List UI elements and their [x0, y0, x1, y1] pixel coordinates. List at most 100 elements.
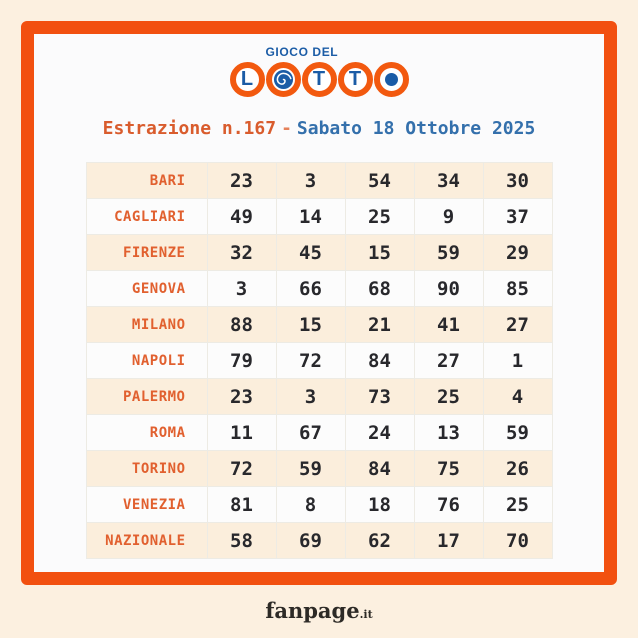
drawn-number-5: 29 — [482, 234, 553, 271]
spiral-icon — [273, 69, 293, 90]
fanpage-wordmark: fanpage — [265, 598, 360, 623]
drawn-number-4: 75 — [413, 450, 484, 487]
table-row: BARI 23 3 54 34 30 — [85, 162, 553, 199]
logo-circles: L T T — [229, 62, 409, 97]
drawn-number-2: 69 — [275, 522, 346, 559]
logo-circle-dot — [373, 62, 409, 97]
drawn-number-1: 11 — [206, 414, 277, 451]
drawn-number-1: 88 — [206, 306, 277, 343]
drawn-number-3: 62 — [344, 522, 415, 559]
drawn-number-3: 15 — [344, 234, 415, 271]
drawn-number-5: 37 — [482, 198, 553, 235]
table-row: MILANO 88 15 21 41 27 — [85, 306, 553, 343]
drawn-number-5: 4 — [482, 378, 553, 415]
drawn-number-5: 1 — [482, 342, 553, 379]
table-row: ROMA 11 67 24 13 59 — [85, 414, 553, 451]
logo-circle-t1: T — [301, 62, 337, 97]
drawn-number-1: 23 — [206, 378, 277, 415]
drawn-number-2: 66 — [275, 270, 346, 307]
drawn-number-5: 70 — [482, 522, 553, 559]
drawn-number-4: 27 — [413, 342, 484, 379]
drawn-number-3: 18 — [344, 486, 415, 523]
lotto-results-table: BARI 23 3 54 34 30 CAGLIARI 49 14 25 9 3… — [85, 162, 553, 559]
footer-brand: fanpage.it — [0, 598, 638, 623]
city-label: GENOVA — [85, 270, 208, 307]
table-row: GENOVA 3 66 68 90 85 — [85, 270, 553, 307]
table-row: VENEZIA 81 8 18 76 25 — [85, 486, 553, 523]
drawn-number-3: 84 — [344, 450, 415, 487]
city-label: FIRENZE — [85, 234, 208, 271]
lotto-table-body: BARI 23 3 54 34 30 CAGLIARI 49 14 25 9 3… — [85, 162, 553, 559]
drawn-number-4: 13 — [413, 414, 484, 451]
drawn-number-3: 68 — [344, 270, 415, 307]
logo-circle-l: L — [229, 62, 265, 97]
table-row: FIRENZE 32 45 15 59 29 — [85, 234, 553, 271]
lotto-card: GIOCO DEL L T T Estrazione n.167- Sab — [21, 21, 617, 585]
table-row: CAGLIARI 49 14 25 9 37 — [85, 198, 553, 235]
drawn-number-4: 17 — [413, 522, 484, 559]
drawn-number-3: 73 — [344, 378, 415, 415]
city-label: BARI — [85, 162, 208, 199]
drawn-number-3: 54 — [344, 162, 415, 199]
lotto-logo: GIOCO DEL L T T — [229, 45, 409, 97]
drawn-number-1: 58 — [206, 522, 277, 559]
drawn-number-4: 41 — [413, 306, 484, 343]
drawn-number-3: 25 — [344, 198, 415, 235]
drawn-number-3: 21 — [344, 306, 415, 343]
drawn-number-4: 90 — [413, 270, 484, 307]
drawn-number-2: 3 — [275, 378, 346, 415]
logo-letter-l: L — [240, 67, 254, 90]
logo-letter-t2: T — [348, 67, 362, 90]
title-separator: - — [281, 118, 292, 139]
drawn-number-2: 14 — [275, 198, 346, 235]
drawn-number-5: 25 — [482, 486, 553, 523]
drawn-number-5: 59 — [482, 414, 553, 451]
logo-tagline: GIOCO DEL — [265, 45, 339, 59]
drawn-number-4: 59 — [413, 234, 484, 271]
drawn-number-2: 72 — [275, 342, 346, 379]
drawn-number-5: 85 — [482, 270, 553, 307]
table-row: NAPOLI 79 72 84 27 1 — [85, 342, 553, 379]
drawn-number-2: 15 — [275, 306, 346, 343]
logo-circle-t2: T — [337, 62, 373, 97]
drawn-number-2: 8 — [275, 486, 346, 523]
city-label: ROMA — [85, 414, 208, 451]
drawn-number-1: 72 — [206, 450, 277, 487]
drawn-number-4: 25 — [413, 378, 484, 415]
drawn-number-5: 27 — [482, 306, 553, 343]
city-label: PALERMO — [85, 378, 208, 415]
drawn-number-4: 9 — [413, 198, 484, 235]
city-label: TORINO — [85, 450, 208, 487]
city-label: CAGLIARI — [85, 198, 208, 235]
table-row: TORINO 72 59 84 75 26 — [85, 450, 553, 487]
drawn-number-2: 45 — [275, 234, 346, 271]
draw-date-text: Sabato 18 Ottobre 2025 — [296, 118, 536, 139]
city-label: NAZIONALE — [85, 522, 208, 559]
city-label: VENEZIA — [85, 486, 208, 523]
drawn-number-4: 76 — [413, 486, 484, 523]
drawn-number-2: 59 — [275, 450, 346, 487]
drawn-number-2: 3 — [275, 162, 346, 199]
drawn-number-2: 67 — [275, 414, 346, 451]
draw-number-text: Estrazione n.167 — [102, 118, 277, 139]
dot-icon — [384, 73, 398, 86]
city-label: NAPOLI — [85, 342, 208, 379]
drawn-number-1: 79 — [206, 342, 277, 379]
logo-circle-spiral — [265, 62, 301, 97]
fanpage-tld: .it — [359, 608, 373, 621]
drawn-number-1: 23 — [206, 162, 277, 199]
logo-letter-t1: T — [312, 67, 326, 90]
page-title: Estrazione n.167- Sabato 18 Ottobre 2025 — [34, 118, 604, 139]
drawn-number-5: 26 — [482, 450, 553, 487]
drawn-number-1: 81 — [206, 486, 277, 523]
drawn-number-1: 3 — [206, 270, 277, 307]
city-label: MILANO — [85, 306, 208, 343]
drawn-number-1: 49 — [206, 198, 277, 235]
drawn-number-4: 34 — [413, 162, 484, 199]
drawn-number-3: 84 — [344, 342, 415, 379]
drawn-number-1: 32 — [206, 234, 277, 271]
table-row: PALERMO 23 3 73 25 4 — [85, 378, 553, 415]
drawn-number-5: 30 — [482, 162, 553, 199]
drawn-number-3: 24 — [344, 414, 415, 451]
table-row: NAZIONALE 58 69 62 17 70 — [85, 522, 553, 559]
